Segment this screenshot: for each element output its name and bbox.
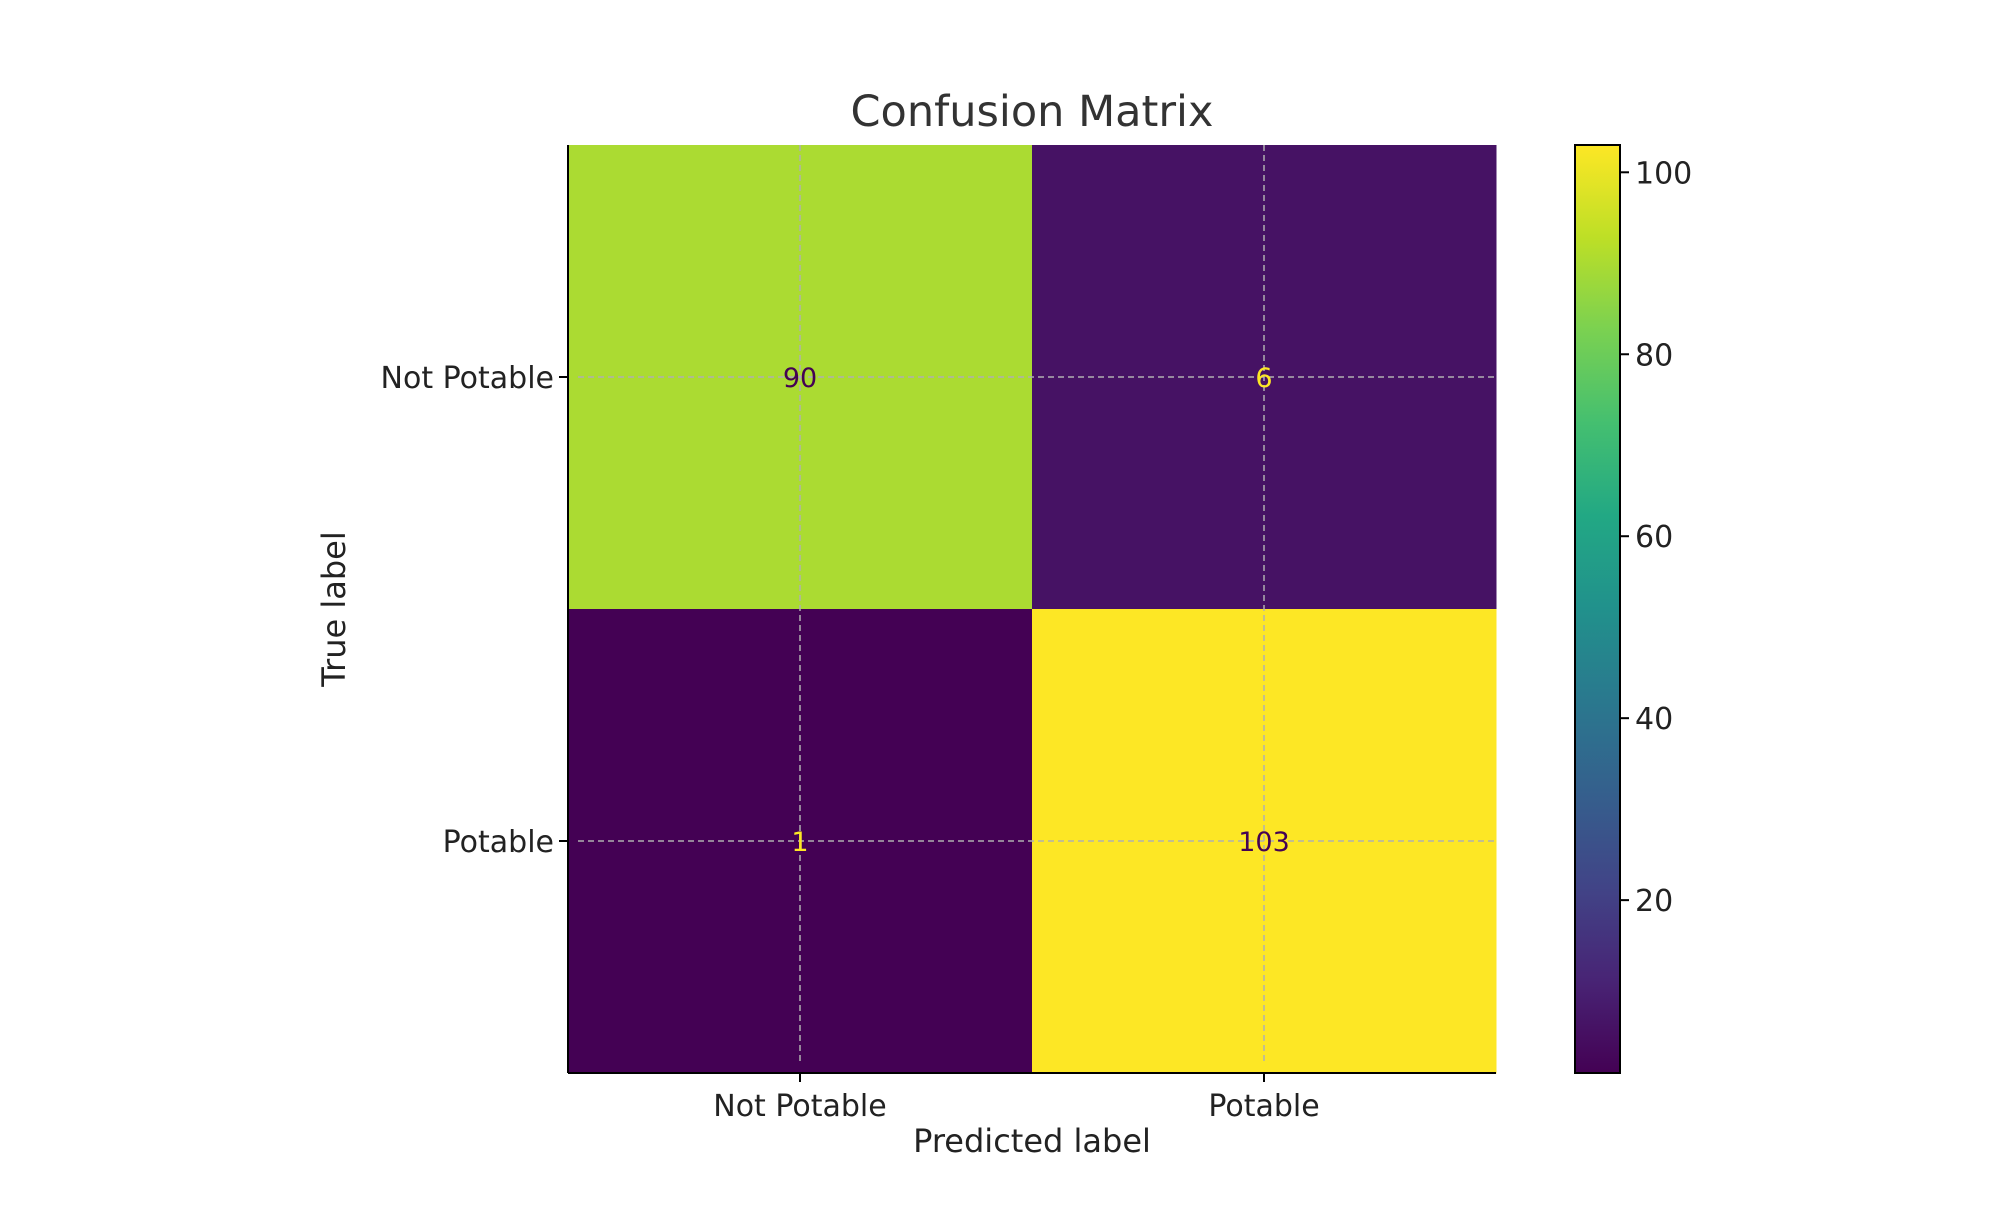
- cell-value-label: 90: [783, 363, 817, 394]
- cell-value-label: 103: [1238, 827, 1290, 858]
- x-ticks: Not Potable Potable: [713, 1073, 1320, 1124]
- heatmap-gridlines: [578, 145, 1496, 1063]
- colorbar-ticks: 20 40 60 80 100: [1620, 156, 1692, 919]
- colorbar-gradient: [1574, 144, 1621, 1074]
- x-tick-label: Potable: [1208, 1089, 1319, 1124]
- colorbar-tick-label: 60: [1635, 520, 1673, 555]
- y-tick-label: Not Potable: [381, 361, 554, 396]
- chart-title: Confusion Matrix: [851, 87, 1214, 137]
- axes: [567, 145, 1496, 1074]
- y-ticks: Not Potable Potable: [381, 361, 568, 860]
- y-axis-label: True label: [315, 531, 353, 688]
- colorbar-tick-label: 80: [1635, 338, 1673, 373]
- cell-value-label: 6: [1255, 363, 1272, 394]
- cell-value-label: 1: [791, 827, 808, 858]
- colorbar: [1574, 144, 1621, 1074]
- colorbar-tick-label: 40: [1635, 702, 1673, 737]
- colorbar-tick-label: 20: [1635, 884, 1673, 919]
- heatmap-cell-labels: 90 6 1 103: [783, 363, 1290, 858]
- colorbar-tick-label: 100: [1635, 156, 1692, 191]
- x-tick-label: Not Potable: [713, 1089, 886, 1124]
- x-axis-label: Predicted label: [913, 1122, 1151, 1160]
- heatmap-cells: [568, 145, 1497, 1074]
- y-tick-label: Potable: [443, 825, 554, 860]
